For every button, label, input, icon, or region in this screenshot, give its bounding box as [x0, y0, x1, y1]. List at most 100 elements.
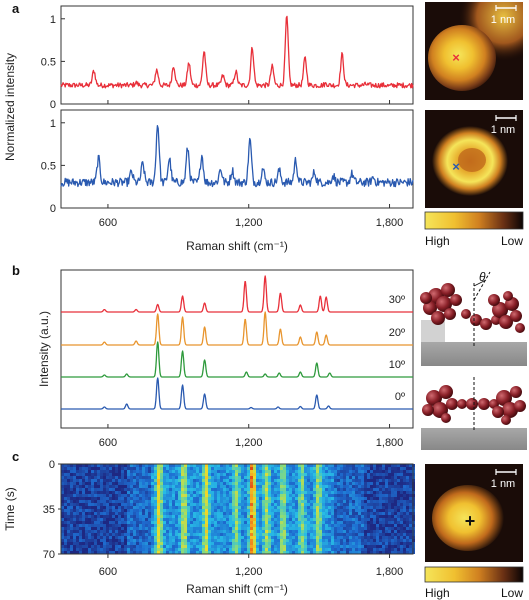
heatmap-cell — [163, 485, 166, 488]
heatmap-cell — [373, 533, 376, 536]
heatmap-cell — [253, 506, 256, 509]
heatmap-cell — [277, 479, 280, 482]
heatmap-cell — [175, 464, 178, 467]
heatmap-cell — [244, 551, 247, 554]
heatmap-cell — [97, 509, 100, 512]
heatmap-cell — [202, 488, 205, 491]
heatmap-cell — [388, 485, 391, 488]
heatmap-cell — [190, 509, 193, 512]
heatmap-cell — [109, 533, 112, 536]
heatmap-cell — [385, 503, 388, 506]
heatmap-cell — [373, 500, 376, 503]
heatmap-cell — [271, 464, 274, 467]
heatmap-cell — [328, 485, 331, 488]
heatmap-cell — [118, 479, 121, 482]
heatmap-cell — [193, 512, 196, 515]
heatmap-cell — [163, 479, 166, 482]
heatmap-cell — [127, 542, 130, 545]
heatmap-cell — [169, 515, 172, 518]
heatmap-cell — [301, 551, 304, 554]
heatmap-cell — [214, 527, 217, 530]
heatmap-cell — [208, 548, 211, 551]
heatmap-cell — [76, 509, 79, 512]
heatmap-cell — [127, 473, 130, 476]
heatmap-cell — [298, 467, 301, 470]
heatmap-cell — [283, 506, 286, 509]
heatmap-cell — [112, 500, 115, 503]
heatmap-cell — [391, 542, 394, 545]
heatmap-cell — [208, 509, 211, 512]
heatmap-cell — [67, 488, 70, 491]
heatmap-cell — [169, 527, 172, 530]
heatmap-cell — [97, 488, 100, 491]
heatmap-cell — [361, 479, 364, 482]
colorbar-high-label: High — [425, 234, 450, 248]
heatmap-cell — [76, 512, 79, 515]
heatmap-cell — [256, 491, 259, 494]
heatmap-cell — [163, 494, 166, 497]
heatmap-cell — [163, 473, 166, 476]
heatmap-cell — [151, 530, 154, 533]
heatmap-cell — [115, 488, 118, 491]
heatmap-cell — [322, 464, 325, 467]
heatmap-cell — [340, 527, 343, 530]
heatmap-cell — [97, 545, 100, 548]
heatmap-cell — [319, 482, 322, 485]
heatmap-cell — [238, 527, 241, 530]
heatmap-cell — [262, 500, 265, 503]
heatmap-cell — [211, 509, 214, 512]
heatmap-cell — [391, 482, 394, 485]
heatmap-cell — [316, 536, 319, 539]
stm-image-c: 1 nm + — [425, 464, 523, 562]
heatmap-cell — [391, 551, 394, 554]
heatmap-cell — [73, 503, 76, 506]
heatmap-cell — [79, 488, 82, 491]
heatmap-cell — [91, 506, 94, 509]
heatmap-cell — [163, 482, 166, 485]
heatmap-cell — [247, 515, 250, 518]
heatmap-cell — [247, 482, 250, 485]
heatmap-cell — [256, 479, 259, 482]
heatmap-cell — [220, 551, 223, 554]
y-tick-label: 0 — [49, 459, 55, 471]
heatmap-cell — [184, 488, 187, 491]
heatmap-cell — [349, 545, 352, 548]
heatmap-cell — [139, 524, 142, 527]
heatmap-cell — [97, 521, 100, 524]
heatmap-cell — [298, 485, 301, 488]
heatmap-cell — [109, 521, 112, 524]
heatmap-cell — [163, 518, 166, 521]
heatmap-cell — [409, 485, 412, 488]
heatmap-cell — [262, 536, 265, 539]
heatmap-cell — [226, 539, 229, 542]
heatmap-cell — [235, 485, 238, 488]
heatmap-cell — [211, 524, 214, 527]
heatmap-cell — [394, 476, 397, 479]
heatmap-cell — [79, 509, 82, 512]
heatmap-cell — [403, 488, 406, 491]
heatmap-cell — [109, 500, 112, 503]
heatmap-cell — [292, 521, 295, 524]
heatmap-cell — [202, 494, 205, 497]
heatmap-cell — [328, 512, 331, 515]
heatmap-cell — [70, 518, 73, 521]
heatmap-cell — [409, 491, 412, 494]
heatmap-cell — [211, 539, 214, 542]
heatmap-cell — [103, 518, 106, 521]
heatmap-cell — [202, 467, 205, 470]
heatmap-cell — [172, 464, 175, 467]
heatmap-cell — [388, 515, 391, 518]
heatmap-cell — [163, 476, 166, 479]
heatmap-cell — [313, 503, 316, 506]
heatmap-cell — [391, 491, 394, 494]
heatmap-cell — [193, 527, 196, 530]
heatmap-cell — [241, 479, 244, 482]
heatmap-cell — [388, 518, 391, 521]
heatmap-cell — [313, 527, 316, 530]
heatmap-cell — [124, 518, 127, 521]
heatmap-cell — [373, 545, 376, 548]
heatmap-cell — [73, 548, 76, 551]
heatmap-cell — [160, 470, 163, 473]
heatmap-cell — [157, 548, 160, 551]
